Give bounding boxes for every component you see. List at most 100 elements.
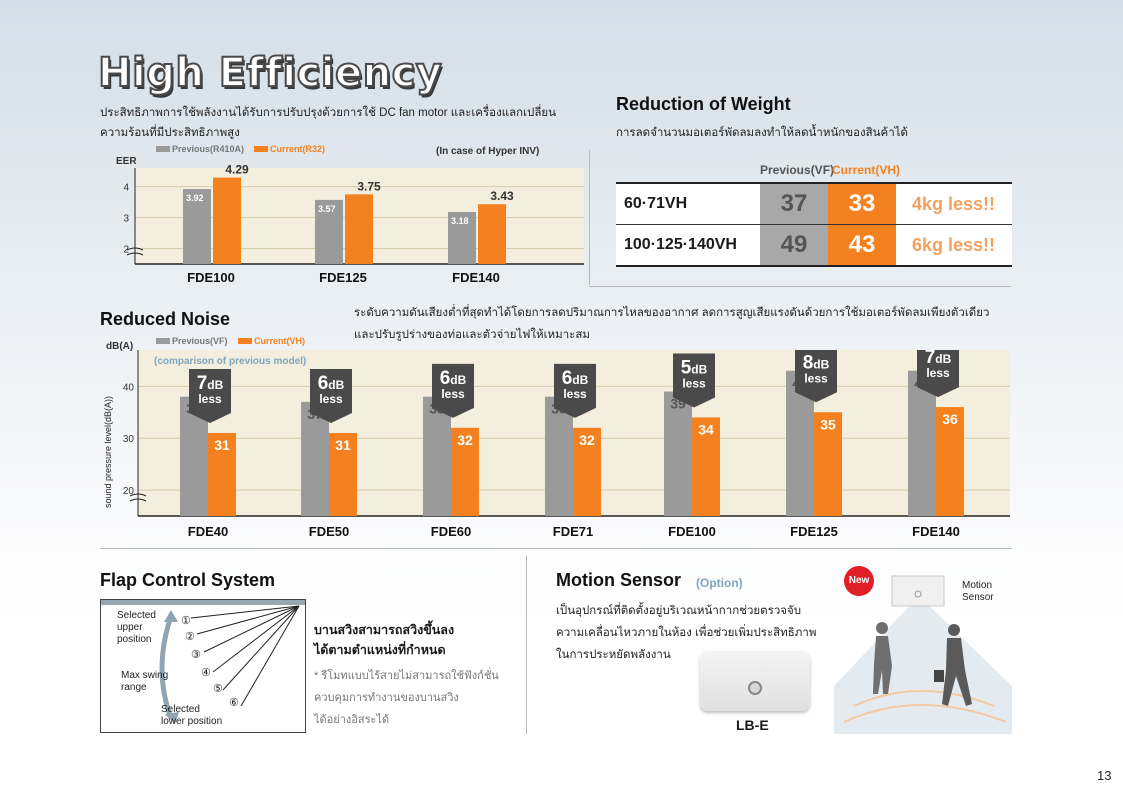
data-label-current: 34 <box>698 421 714 437</box>
weight-row-prev: 37 <box>760 184 828 224</box>
flap-ray <box>203 605 300 653</box>
product-label: LB-E <box>736 717 769 733</box>
reduction-badge <box>310 369 352 423</box>
noise-yunit: dB(A) <box>106 341 134 352</box>
motion-title: Motion Sensor <box>556 570 681 590</box>
flap-upper-label-1: Selected <box>117 610 156 621</box>
flap-diagram: ① ② ③ ④ ⑤ ⑥ Selected upper position Max … <box>100 599 306 733</box>
y-tick-label: 20 <box>123 486 135 497</box>
divider-vertical-top <box>589 150 590 285</box>
motion-desc-1: เป็นอุปกรณ์ที่ติดตั้งอยู่บริเวณหน้ากากช่… <box>556 605 802 617</box>
weight-row: 60·71VH 37 33 4kg less!! <box>616 184 1012 224</box>
bar-previous <box>664 391 692 516</box>
reduction-less-label: less <box>198 392 222 406</box>
person-right <box>934 624 972 706</box>
noise-legend-curr-swatch <box>238 338 252 344</box>
x-tick-label: FDE125 <box>319 270 367 285</box>
noise-desc-line1: ระดับความดันเสียงต่ำที่สุดทำได้โดยการลดป… <box>354 307 990 319</box>
bar-current <box>936 407 964 516</box>
reduction-value: 7dB <box>925 350 952 368</box>
efficiency-desc-line1: ประสิทธิภาพการใช้พลังงานได้รับการปรับปรุ… <box>100 107 556 119</box>
flap-note-3: ได้อย่างอิสระได้ <box>314 714 390 726</box>
x-tick-label: FDE140 <box>912 524 960 539</box>
detection-wave <box>843 704 1007 723</box>
flap-upper-label-2: upper <box>117 622 143 633</box>
flap-swing-label-1: Max swing <box>121 670 169 681</box>
divider-vertical-bottom <box>526 556 527 734</box>
flap-position-4: ④ <box>201 667 211 679</box>
noise-legend-curr-label: Current(VH) <box>254 336 305 346</box>
data-label-current: 35 <box>820 416 836 432</box>
page-number: 13 <box>1097 768 1112 783</box>
bar-previous <box>448 211 476 264</box>
weight-row: 100·125·140VH 49 43 6kg less!! <box>616 225 1012 265</box>
weight-row-prev: 49 <box>760 225 828 265</box>
flap-position-1: ① <box>181 615 191 627</box>
data-label-current: 3.43 <box>490 189 514 203</box>
reduction-value: 6dB <box>440 368 467 389</box>
efficiency-note: (In case of Hyper INV) <box>436 146 540 157</box>
noise-legend-prev-swatch <box>156 338 170 344</box>
data-label-current: 31 <box>335 437 351 453</box>
data-label-current: 36 <box>942 411 958 427</box>
legend-curr-swatch <box>254 146 268 152</box>
y-tick-label: 3 <box>123 214 129 225</box>
flap-heading-1: บานสวิงสามารถสวิงขึ้นลง <box>314 623 455 637</box>
legend-prev-swatch <box>156 146 170 152</box>
x-tick-label: FDE50 <box>309 524 349 539</box>
reduction-value: 5dB <box>681 357 708 378</box>
bar-current <box>692 417 720 516</box>
y-axis-label: sound pressure level(dB(A)) <box>103 396 113 508</box>
flap-diagram-svg <box>101 600 305 724</box>
y-tick-label: 40 <box>123 382 135 393</box>
data-label-current: 32 <box>457 432 473 448</box>
reduction-badge <box>554 363 596 418</box>
reduction-badge <box>917 350 959 398</box>
bar-previous <box>301 401 329 516</box>
reduction-less-label: less <box>441 387 465 401</box>
flap-swing-label-2: range <box>121 682 147 693</box>
reduction-less-label: less <box>682 376 706 390</box>
swing-arrow-up <box>164 610 178 622</box>
weight-desc: การลดจำนวนมอเตอร์พัดลมลงทำให้ลดน้ำหนักขอ… <box>616 127 908 139</box>
motion-desc-3: ในการประหยัดพลังงาน <box>556 649 671 661</box>
flap-unit-bar <box>101 600 305 605</box>
person-left <box>873 622 892 694</box>
swing-arc <box>159 615 174 719</box>
divider-noise <box>100 548 1012 549</box>
weight-row-curr: 43 <box>828 225 896 265</box>
data-label-previous: 3.57 <box>318 204 336 214</box>
weight-row-less: 4kg less!! <box>912 194 996 214</box>
motion-sensor-label-2: Sensor <box>962 592 994 603</box>
y-tick-label: 4 <box>123 183 129 194</box>
axis-break-icon <box>129 493 147 502</box>
x-tick-label: FDE125 <box>790 524 838 539</box>
efficiency-ylabel: EER <box>116 156 137 167</box>
bar-previous <box>908 370 936 516</box>
data-label-current: 32 <box>579 432 595 448</box>
weight-header-curr: Current(VH) <box>832 163 900 177</box>
reduction-less-label: less <box>804 371 828 385</box>
bar-current <box>451 427 479 516</box>
x-tick-label: FDE100 <box>187 270 235 285</box>
bar-previous <box>315 199 343 264</box>
data-label-current: 3.75 <box>357 179 381 193</box>
flap-ray <box>212 605 300 673</box>
weight-header-prev: Previous(VF) <box>760 163 835 177</box>
eer-chart: 2 3 4 3.92 4.29 FDE100 3.57 3.75 FDE125 3.18 3.43 F… <box>123 163 584 285</box>
efficiency-desc-line2: ความร้อนที่มีประสิทธิภาพสูง <box>100 127 240 139</box>
axis-break-icon <box>126 247 144 256</box>
data-label-previous: 3.18 <box>451 216 469 226</box>
detection-cone <box>834 596 1012 734</box>
motion-room-illustration <box>834 566 1012 734</box>
bar-previous <box>423 396 451 516</box>
flap-ray <box>240 605 300 707</box>
x-tick-label: FDE71 <box>553 524 593 539</box>
page-title: High Efficiency <box>97 49 443 97</box>
legend-curr-label: Current(R32) <box>270 144 326 154</box>
x-tick-label: FDE40 <box>188 524 228 539</box>
ceiling-sensor-dot <box>914 590 922 598</box>
flap-position-6: ⑥ <box>229 697 239 709</box>
flap-position-2: ② <box>185 631 195 643</box>
flap-upper-label-3: position <box>117 634 152 645</box>
